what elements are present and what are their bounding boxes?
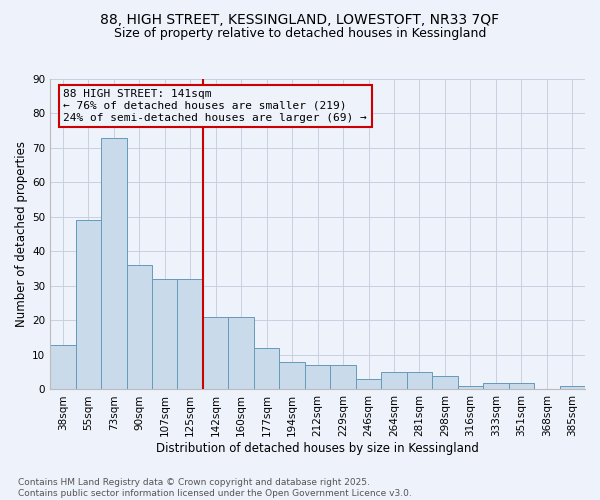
Bar: [509, 382, 534, 390]
Bar: [101, 138, 127, 390]
Text: 88, HIGH STREET, KESSINGLAND, LOWESTOFT, NR33 7QF: 88, HIGH STREET, KESSINGLAND, LOWESTOFT,…: [100, 12, 500, 26]
Text: Contains HM Land Registry data © Crown copyright and database right 2025.
Contai: Contains HM Land Registry data © Crown c…: [18, 478, 412, 498]
Text: Size of property relative to detached houses in Kessingland: Size of property relative to detached ho…: [114, 28, 486, 40]
X-axis label: Distribution of detached houses by size in Kessingland: Distribution of detached houses by size …: [156, 442, 479, 455]
Bar: [127, 266, 152, 390]
Bar: [305, 366, 331, 390]
Bar: [331, 366, 356, 390]
Y-axis label: Number of detached properties: Number of detached properties: [15, 141, 28, 327]
Text: 88 HIGH STREET: 141sqm
← 76% of detached houses are smaller (219)
24% of semi-de: 88 HIGH STREET: 141sqm ← 76% of detached…: [64, 90, 367, 122]
Bar: [381, 372, 407, 390]
Bar: [432, 376, 458, 390]
Bar: [458, 386, 483, 390]
Bar: [254, 348, 280, 390]
Bar: [356, 379, 381, 390]
Bar: [50, 344, 76, 390]
Bar: [280, 362, 305, 390]
Bar: [560, 386, 585, 390]
Bar: [152, 279, 178, 390]
Bar: [229, 317, 254, 390]
Bar: [483, 382, 509, 390]
Bar: [76, 220, 101, 390]
Bar: [203, 317, 229, 390]
Bar: [178, 279, 203, 390]
Bar: [407, 372, 432, 390]
